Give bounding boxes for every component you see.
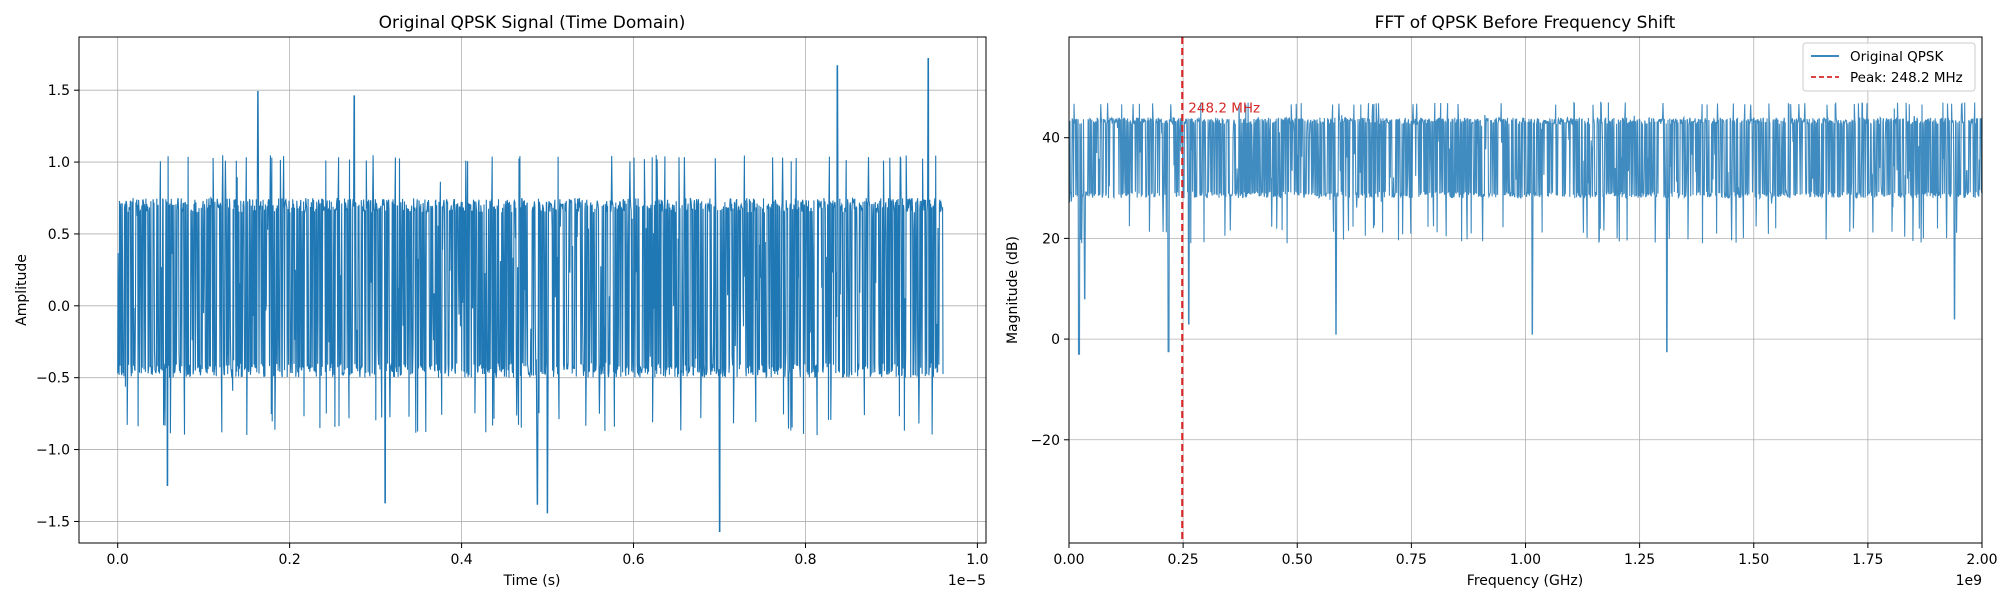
fft-y-tick-label: 20	[1042, 231, 1060, 247]
time-domain-y-tick-label: 1.0	[48, 155, 70, 171]
fft-title: FFT of QPSK Before Frequency Shift	[1375, 13, 1676, 33]
time-domain-y-tick-label: 0.0	[48, 299, 70, 315]
time-domain-title: Original QPSK Signal (Time Domain)	[379, 13, 686, 33]
time-domain-y-label: Amplitude	[14, 254, 30, 326]
fft-plot-area: 248.2 MHz	[1068, 37, 1983, 543]
fft-x-tick-label: 2.00	[1966, 552, 1997, 568]
fft-x-offset: 1e9	[1956, 573, 1982, 589]
time-domain-signal-line	[117, 58, 944, 533]
fft-signal-line	[1068, 101, 1983, 355]
time-domain-x-tick-label: 0.0	[107, 552, 129, 568]
fft-x-tick-label: 0.75	[1396, 552, 1427, 568]
time-domain-x-tick-label: 0.8	[794, 552, 816, 568]
fft-x-tick-label: 0.50	[1282, 552, 1313, 568]
time-domain-y-tick-label: 1.5	[48, 83, 70, 99]
fft-y-tick-label: −20	[1030, 433, 1060, 449]
fft-panel: FFT of QPSK Before Frequency Shift 248.2…	[1005, 13, 1998, 589]
fft-peak-annotation: 248.2 MHz	[1188, 101, 1260, 117]
time-domain-x-offset: 1e−5	[948, 573, 986, 589]
fft-x-tick-label: 0.00	[1053, 552, 1084, 568]
fft-x-tick-label: 0.25	[1168, 552, 1199, 568]
time-domain-x-tick-label: 1.0	[966, 552, 988, 568]
fft-x-tick-label: 1.75	[1852, 552, 1883, 568]
time-domain-x-tick-label: 0.4	[450, 552, 472, 568]
time-domain-x-label: Time (s)	[503, 573, 561, 589]
time-domain-x-tick-label: 0.6	[622, 552, 644, 568]
fft-x-tick-label: 1.50	[1738, 552, 1769, 568]
legend-label-original-qpsk: Original QPSK	[1850, 49, 1944, 65]
time-domain-x-ticks: 0.0 0.2 0.4 0.6 0.8 1.0	[107, 543, 989, 568]
fft-x-tick-label: 1.25	[1624, 552, 1655, 568]
time-domain-y-ticks: −1.5 −1.0 −0.5 0.0 0.5 1.0 1.5	[36, 83, 79, 530]
time-domain-x-tick-label: 0.2	[278, 552, 300, 568]
time-domain-plot-area	[117, 58, 944, 533]
time-domain-y-tick-label: −1.5	[36, 514, 70, 530]
fft-y-tick-label: 40	[1042, 131, 1060, 147]
fft-x-ticks: 0.00 0.25 0.50 0.75 1.00 1.25 1.50 1.75 2.00	[1053, 543, 1998, 568]
time-domain-axes-frame	[78, 36, 987, 544]
fft-legend: Original QPSK Peak: 248.2 MHz	[1802, 42, 1976, 92]
fft-x-label: Frequency (GHz)	[1467, 573, 1583, 589]
time-domain-y-tick-label: −0.5	[36, 371, 70, 387]
legend-label-peak: Peak: 248.2 MHz	[1850, 70, 1963, 86]
fft-x-tick-label: 1.00	[1510, 552, 1541, 568]
fft-y-ticks: −20 0 20 40	[1030, 131, 1069, 449]
time-domain-panel: Original QPSK Signal (Time Domain) 0.0 0.…	[14, 13, 989, 589]
fft-y-label: Magnitude (dB)	[1005, 236, 1021, 344]
time-domain-y-tick-label: −1.0	[36, 443, 70, 459]
time-domain-y-tick-label: 0.5	[48, 227, 70, 243]
fft-y-tick-label: 0	[1051, 332, 1060, 348]
